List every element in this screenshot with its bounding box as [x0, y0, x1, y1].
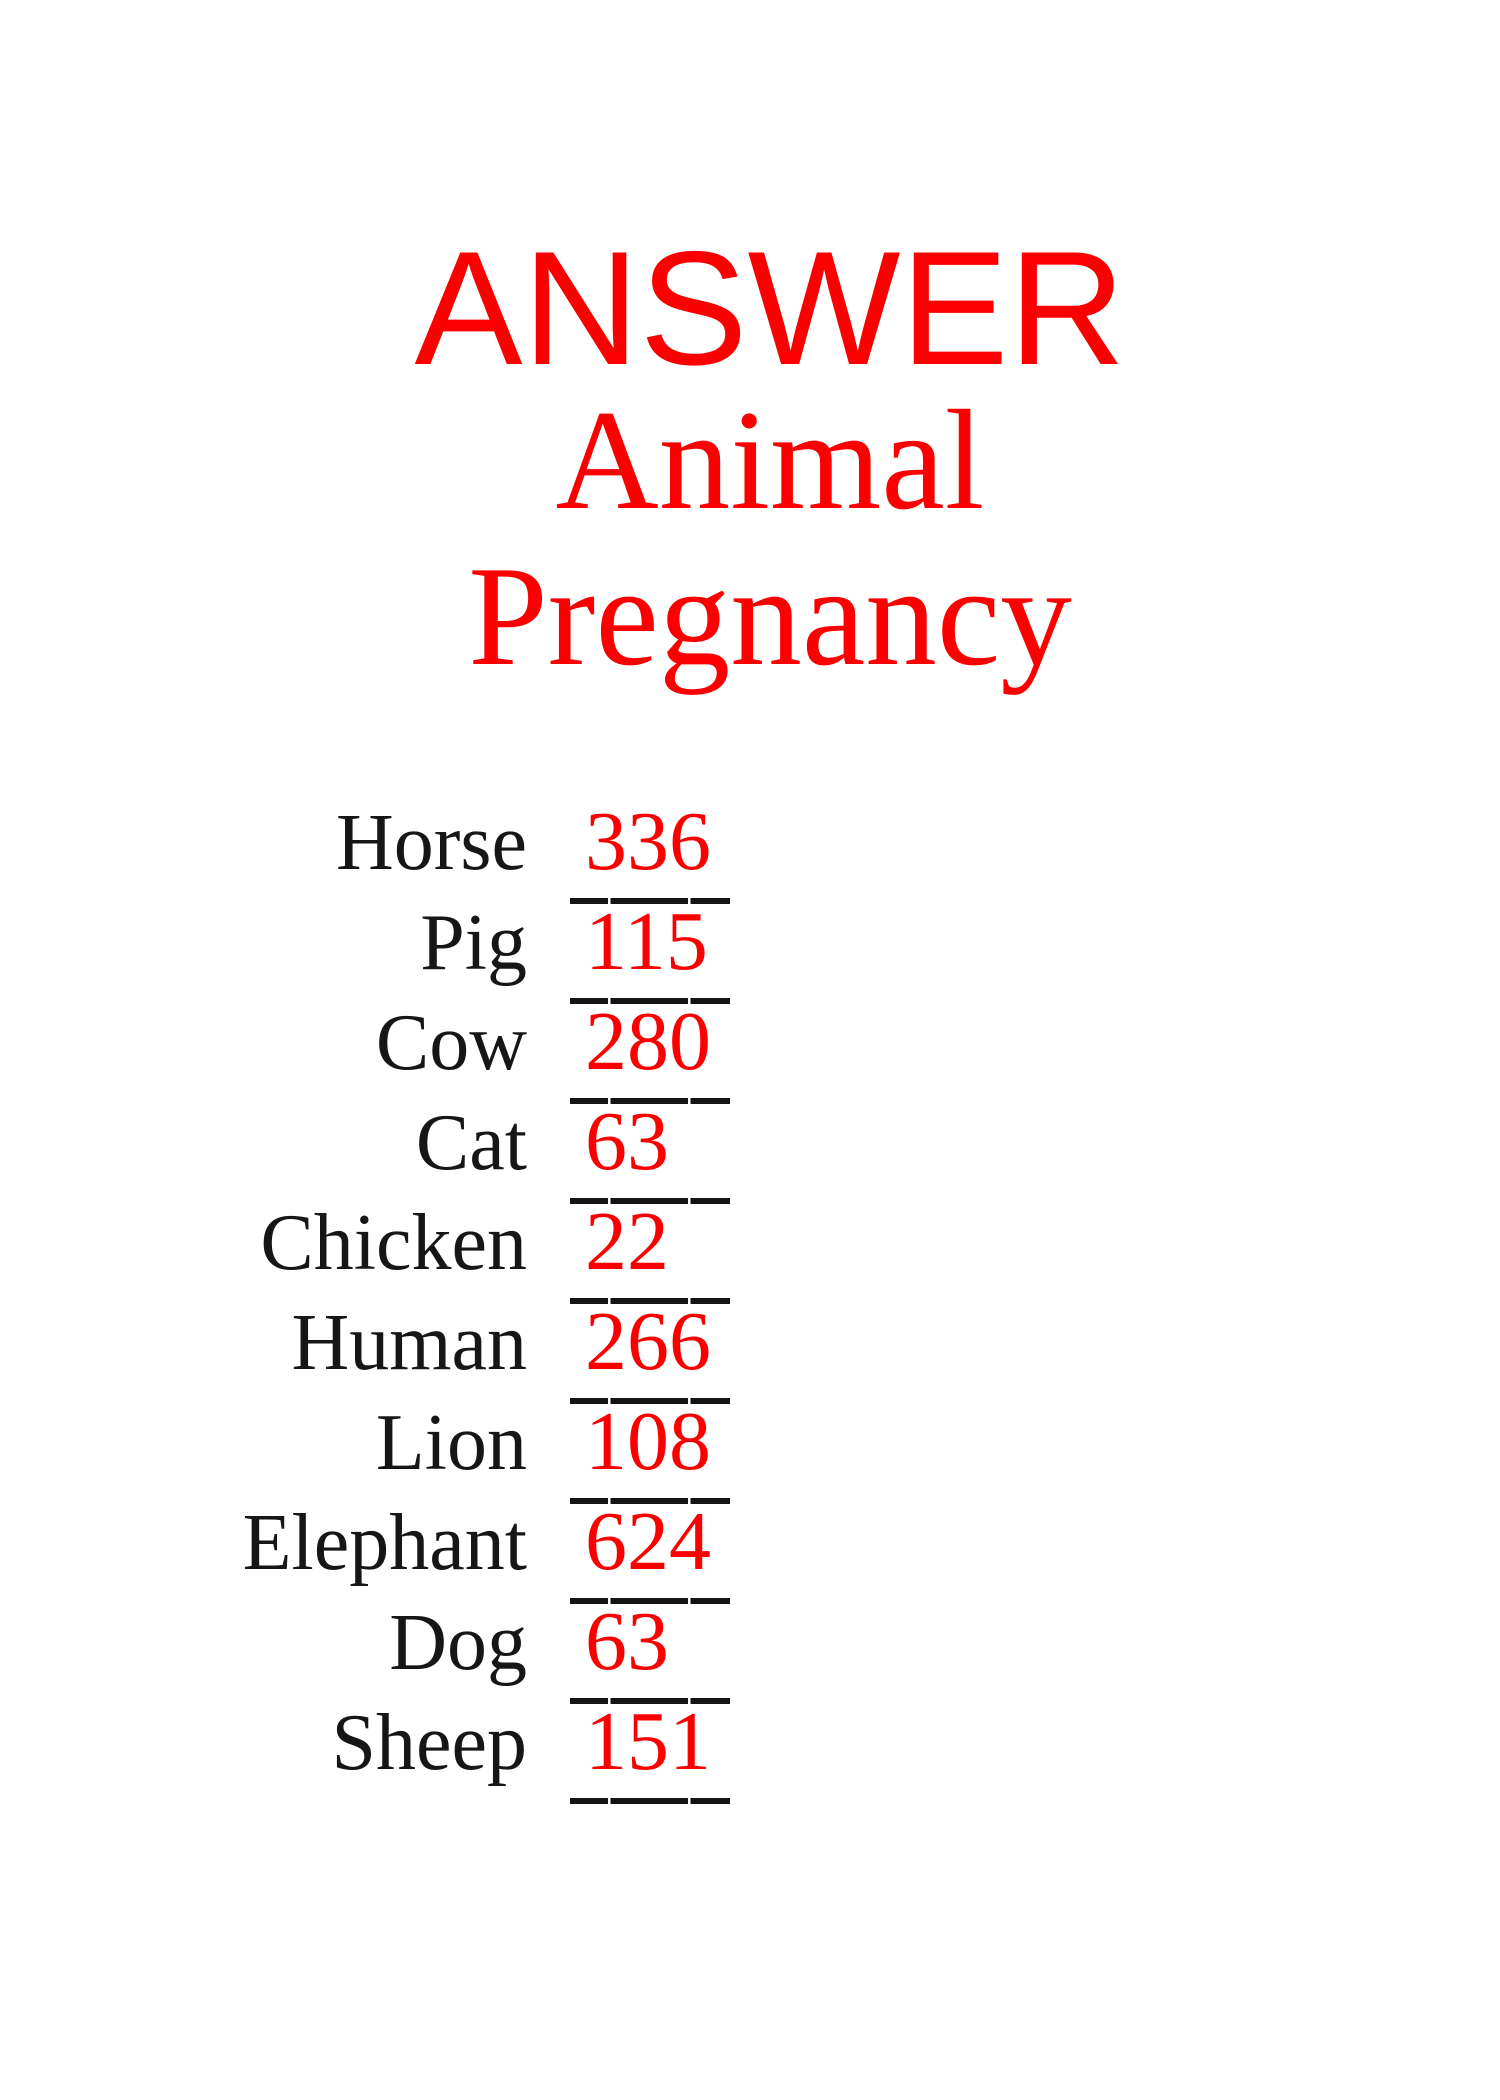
subject-line-2: Pregnancy [468, 537, 1072, 695]
answer-value: 151 [585, 1695, 711, 1788]
answer-value: 115 [585, 895, 708, 988]
answer-blank-underline [570, 1698, 730, 1704]
answer-heading: ANSWER [414, 218, 1126, 399]
answer-blank-underline [570, 1298, 730, 1304]
answer-blank-underline [570, 998, 730, 1004]
answer-blank-underline [570, 1098, 730, 1104]
answer-list: Horse 336 Pig 115 Cow 280 [0, 799, 1500, 1804]
answer-value-box: 115 [570, 900, 730, 1004]
answer-row: Lion 108 [0, 1399, 1500, 1504]
subject-line-1: Animal [555, 381, 985, 539]
answer-value-box: 63 [570, 1600, 730, 1704]
answer-value-box: 63 [570, 1100, 730, 1204]
answer-row: Horse 336 [0, 799, 1500, 904]
animal-name: Elephant [242, 1499, 527, 1587]
answer-value: 336 [585, 795, 711, 888]
answer-blank-underline [570, 1798, 730, 1804]
answer-row: Elephant 624 [0, 1499, 1500, 1604]
answer-value-box: 336 [570, 800, 730, 904]
answer-value: 63 [585, 1595, 669, 1688]
answer-value-box: 624 [570, 1500, 730, 1604]
animal-name: Dog [389, 1599, 527, 1687]
answer-blank-underline [570, 1398, 730, 1404]
answer-value-box: 108 [570, 1400, 730, 1504]
answer-row: Cow 280 [0, 999, 1500, 1104]
answer-value-box: 22 [570, 1200, 730, 1304]
animal-name: Sheep [331, 1699, 527, 1787]
answer-blank-underline [570, 1598, 730, 1604]
answer-value-box: 151 [570, 1700, 730, 1804]
answer-value: 624 [585, 1495, 711, 1588]
answer-blank-underline [570, 1498, 730, 1504]
answer-value: 108 [585, 1395, 711, 1488]
animal-name: Chicken [260, 1199, 527, 1287]
answer-row: Chicken 22 [0, 1199, 1500, 1304]
answer-value: 22 [585, 1195, 669, 1288]
animal-name: Pig [420, 899, 527, 987]
answer-value: 63 [585, 1095, 669, 1188]
answer-blank-underline [570, 898, 730, 904]
answer-value: 280 [585, 995, 711, 1088]
answer-value-box: 280 [570, 1000, 730, 1104]
animal-name: Cat [415, 1099, 527, 1187]
animal-name: Cow [375, 999, 527, 1087]
animal-name: Lion [375, 1399, 527, 1487]
subject-heading: Animal Pregnancy [20, 382, 1500, 694]
answer-row: Pig 115 [0, 899, 1500, 1004]
answer-blank-underline [570, 1198, 730, 1204]
answer-row: Cat 63 [0, 1099, 1500, 1204]
animal-name: Horse [335, 799, 527, 887]
animal-name: Human [291, 1299, 527, 1387]
answer-row: Human 266 [0, 1299, 1500, 1404]
answer-value-box: 266 [570, 1300, 730, 1404]
answer-row: Sheep 151 [0, 1699, 1500, 1804]
answer-row: Dog 63 [0, 1599, 1500, 1704]
answer-value: 266 [585, 1295, 711, 1388]
